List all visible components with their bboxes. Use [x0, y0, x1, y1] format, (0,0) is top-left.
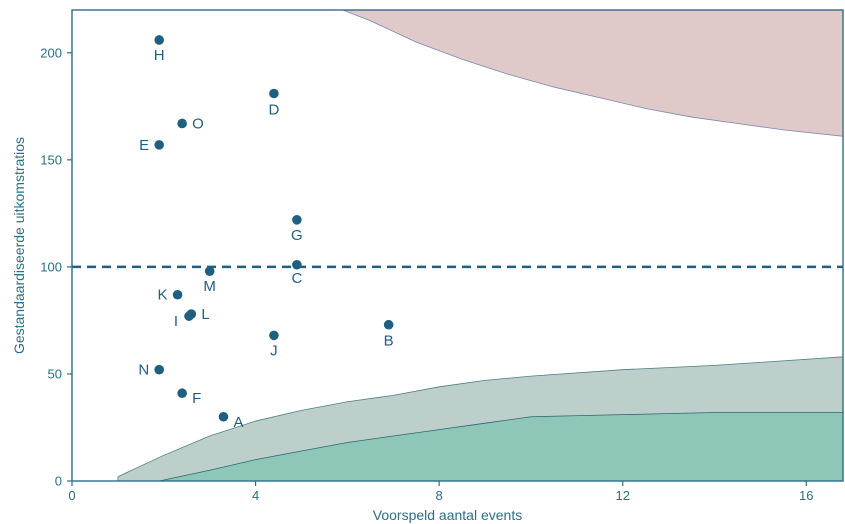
data-point-D [269, 88, 279, 99]
y-tick-label-50: 50 [48, 366, 62, 381]
x-tick-label-16: 16 [799, 488, 813, 503]
data-point-H [154, 35, 164, 45]
upper-control-band [342, 9, 844, 137]
inner-lower-control-band [159, 412, 844, 482]
confidence-bands [117, 9, 844, 482]
data-point-label-J: J [270, 342, 278, 359]
data-point-K [172, 289, 183, 300]
data-point-label-C: C [291, 270, 302, 287]
data-point-F [177, 388, 187, 399]
data-point-label-M: M [203, 278, 216, 295]
data-point-label-G: G [291, 227, 303, 244]
data-point-label-L: L [201, 306, 209, 323]
data-point-E [154, 140, 164, 150]
data-point-label-D: D [269, 101, 280, 118]
data-point-label-K: K [158, 287, 168, 304]
data-point-label-F: F [192, 390, 201, 407]
data-point-A [218, 411, 229, 422]
x-tick-label-12: 12 [615, 488, 629, 503]
data-point-label-B: B [384, 333, 394, 350]
x-tick-label-8: 8 [436, 488, 443, 503]
axis-ticks: 0 4 8 12 16 0 50 100 150 200 [40, 45, 813, 503]
data-point-I [184, 311, 194, 321]
data-point-G [292, 215, 302, 225]
y-tick-label-100: 100 [40, 259, 62, 274]
data-point-label-I: I [174, 313, 178, 330]
data-point-B [383, 319, 394, 330]
plot-frame [71, 9, 844, 482]
data-point-C [292, 259, 302, 270]
x-axis-title: Voorspeld aantal events [373, 507, 522, 523]
data-points: H D O E G C M K L I B J N F A [138, 35, 394, 431]
data-point-label-E: E [139, 137, 149, 154]
data-point-label-O: O [192, 115, 204, 132]
data-point-J [269, 330, 279, 341]
x-tick-label-0: 0 [68, 488, 75, 503]
y-tick-label-150: 150 [40, 152, 62, 167]
x-tick-label-4: 4 [252, 488, 259, 503]
y-axis-title: Gestandaardiseerde uitkomstratios [11, 137, 27, 354]
data-point-O [177, 118, 187, 129]
y-tick-label-200: 200 [40, 45, 62, 60]
data-point-M [204, 266, 215, 276]
y-tick-label-0: 0 [55, 474, 62, 489]
data-point-label-A: A [233, 414, 243, 431]
data-point-label-H: H [154, 47, 165, 64]
data-point-N [154, 364, 164, 375]
data-point-label-N: N [138, 362, 149, 379]
